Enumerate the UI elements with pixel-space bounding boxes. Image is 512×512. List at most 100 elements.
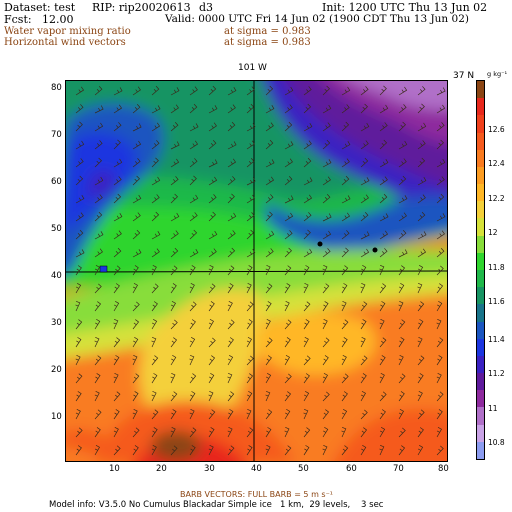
wind-barb bbox=[265, 230, 275, 240]
wind-barb bbox=[322, 85, 330, 96]
wind-barb bbox=[379, 159, 389, 168]
colorbar-swatch bbox=[477, 287, 484, 305]
wind-barb bbox=[170, 158, 180, 168]
x-tick: 80 bbox=[438, 464, 449, 474]
wind-barb bbox=[208, 355, 216, 366]
wind-barb bbox=[265, 105, 275, 114]
wind-barb bbox=[398, 408, 404, 420]
wind-barb bbox=[360, 336, 366, 348]
wind-barb bbox=[246, 194, 256, 204]
field2-level: at sigma = 0.983 bbox=[224, 37, 311, 48]
station-dot bbox=[317, 241, 323, 247]
wind-barb bbox=[284, 265, 292, 276]
wind-barb bbox=[417, 177, 427, 186]
wind-barb bbox=[436, 247, 445, 258]
wind-barb bbox=[94, 283, 102, 294]
wind-barb bbox=[189, 212, 198, 222]
wind-barb bbox=[284, 230, 293, 240]
wind-barb bbox=[246, 355, 254, 366]
wind-barb bbox=[113, 87, 123, 96]
x-tick: 60 bbox=[346, 464, 357, 474]
wind-barb bbox=[436, 213, 446, 222]
wind-barb bbox=[94, 373, 101, 384]
wind-barb bbox=[75, 195, 85, 204]
wind-barb bbox=[322, 355, 329, 366]
wind-barb bbox=[113, 426, 119, 438]
wind-barb bbox=[284, 391, 292, 402]
wind-barb bbox=[303, 408, 309, 420]
wind-barb bbox=[322, 193, 331, 204]
wind-barb bbox=[113, 391, 121, 402]
wind-barb bbox=[436, 426, 442, 438]
wind-barb bbox=[379, 355, 386, 366]
wind-barb bbox=[265, 283, 273, 294]
wind-barb bbox=[379, 85, 387, 96]
rip-label: RIP: rip20020613 bbox=[92, 1, 191, 14]
colorbar-swatch bbox=[477, 235, 484, 254]
wind-barb bbox=[113, 139, 121, 150]
colorbar-swatch bbox=[477, 252, 484, 271]
wind-barb bbox=[170, 319, 178, 330]
wind-barb bbox=[113, 355, 120, 366]
wind-barb bbox=[94, 176, 104, 186]
wind-barb bbox=[75, 337, 82, 348]
wind-barb bbox=[398, 249, 408, 258]
wind-barb bbox=[151, 231, 161, 240]
wind-barb bbox=[75, 175, 84, 186]
wind-barb bbox=[322, 391, 330, 402]
wind-barb bbox=[113, 372, 119, 384]
wind-barb bbox=[303, 157, 312, 168]
field2-name: Horizontal wind vectors bbox=[4, 37, 126, 48]
wind-barb bbox=[265, 301, 272, 312]
wind-barb bbox=[303, 373, 310, 384]
wind-barb bbox=[189, 194, 199, 204]
fcst-label: Fcst: bbox=[4, 13, 32, 26]
wind-barb bbox=[170, 283, 177, 294]
wind-barb bbox=[417, 445, 424, 456]
colorbar-label: 12.6 bbox=[488, 125, 505, 134]
wind-barb bbox=[94, 157, 102, 168]
wind-barb bbox=[189, 408, 195, 420]
wind-barb bbox=[360, 177, 370, 186]
wind-barb bbox=[398, 212, 407, 222]
wind-barb bbox=[151, 409, 159, 420]
wind-barb bbox=[284, 319, 292, 330]
wind-barb bbox=[132, 140, 142, 150]
wind-barb bbox=[94, 444, 100, 456]
wind-barb bbox=[322, 337, 330, 348]
colorbar-swatch bbox=[477, 270, 484, 288]
wind-barb bbox=[208, 390, 214, 402]
wind-barb bbox=[417, 231, 427, 240]
wind-barb bbox=[379, 248, 388, 258]
wind-barb bbox=[132, 158, 141, 168]
wind-barb bbox=[379, 176, 388, 186]
wind-barb bbox=[360, 194, 369, 204]
wind-barb bbox=[94, 355, 102, 366]
wind-barb bbox=[132, 229, 141, 240]
wind-barb bbox=[132, 249, 142, 258]
wind-barb bbox=[379, 213, 389, 222]
wind-barb bbox=[341, 300, 347, 312]
wind-barb bbox=[341, 283, 348, 294]
wind-barb bbox=[303, 391, 310, 402]
wind-barb bbox=[379, 372, 385, 384]
wind-barb bbox=[398, 104, 407, 114]
wind-barb bbox=[379, 104, 389, 114]
wind-barb bbox=[303, 265, 310, 276]
colorbar-label: 11.2 bbox=[488, 369, 505, 378]
wind-barb bbox=[436, 230, 445, 240]
wind-barb bbox=[170, 193, 178, 204]
wind-barb bbox=[322, 230, 332, 240]
wind-barb bbox=[341, 86, 351, 96]
wind-barb bbox=[303, 319, 310, 330]
wind-barb bbox=[227, 141, 237, 150]
field1-level: at sigma = 0.983 bbox=[224, 26, 311, 37]
wind-barb bbox=[322, 427, 329, 438]
colorbar-label: 10.8 bbox=[488, 438, 505, 447]
wind-barb bbox=[246, 301, 254, 312]
wind-barb bbox=[170, 176, 179, 186]
wind-barb bbox=[189, 265, 196, 276]
colorbar-swatch bbox=[477, 81, 484, 99]
wind-barb bbox=[75, 445, 82, 456]
colorbar-swatch bbox=[477, 424, 484, 443]
